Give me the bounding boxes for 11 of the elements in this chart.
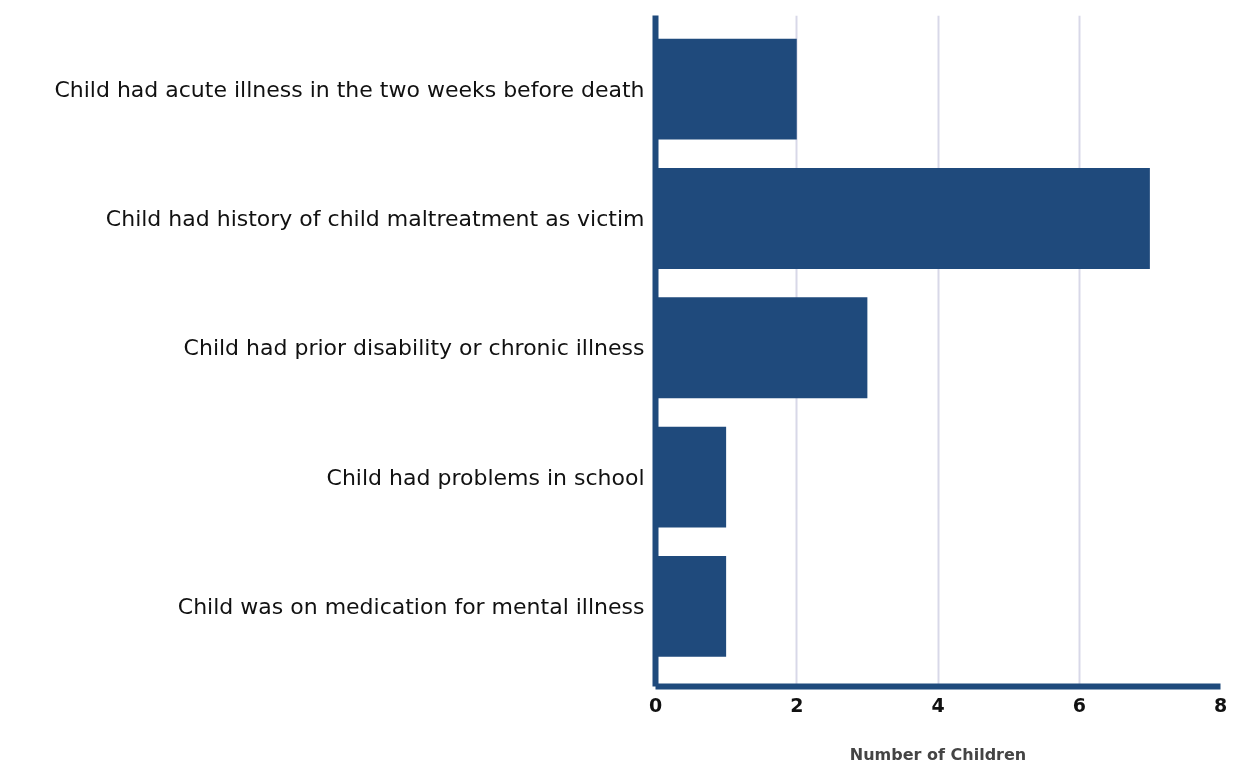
x-tick-label: 0 xyxy=(648,693,663,716)
y-tick-label: Child was on medication for mental illness xyxy=(177,593,645,619)
x-tick-label: 2 xyxy=(790,693,804,716)
y-tick-label: Child had acute illness in the two weeks before death xyxy=(54,76,645,102)
x-axis-title: Number of Children xyxy=(849,744,1027,764)
x-tick-label: 4 xyxy=(931,693,945,716)
x-tick-label: 6 xyxy=(1072,693,1086,716)
y-tick-label: Child had history of child maltreatment as victim xyxy=(105,205,645,231)
x-tick-label: 8 xyxy=(1213,693,1228,716)
y-tick-label: Child had prior disability or chronic illness xyxy=(183,335,645,361)
y-tick-label: Child had problems in school xyxy=(326,464,645,490)
